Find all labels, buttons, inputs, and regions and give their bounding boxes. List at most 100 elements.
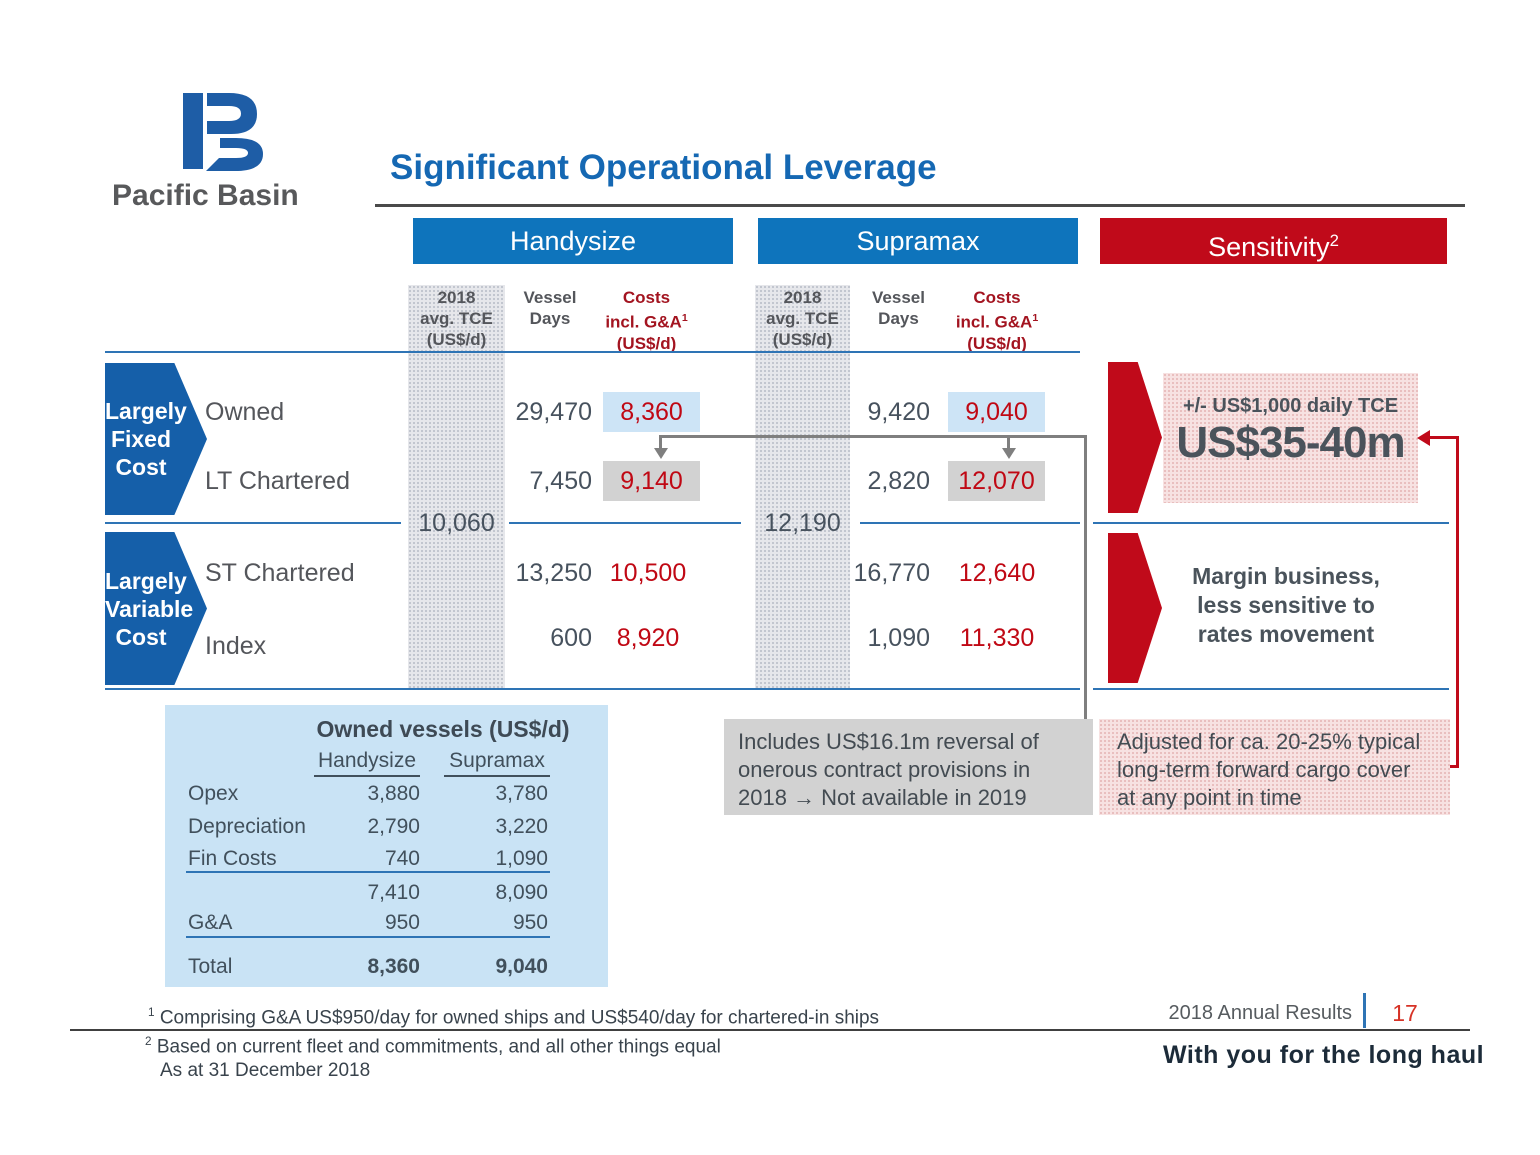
supramax-st-cost: 12,640 — [958, 559, 1036, 587]
note-line: onerous contract provisions in — [738, 757, 1031, 782]
colhead-line: (US$/d) — [616, 333, 677, 353]
footnote-1: 1 Comprising G&A US$950/day for owned sh… — [148, 1006, 880, 1029]
note-line: Adjusted for ca. 20-25% typical — [1117, 729, 1421, 754]
supramax-owned-cost: 9,040 — [948, 392, 1045, 432]
colhead-line: (US$/d) — [426, 330, 487, 349]
connector-gray-stub-2 — [1007, 437, 1010, 449]
ovt-row-value-h: 7,410 — [367, 881, 420, 904]
colhead-line: avg. TCE — [766, 309, 839, 328]
ovt-row-value-s: 8,090 — [495, 881, 548, 904]
colhead-line: Vessel — [872, 288, 925, 307]
colhead-line: Costs — [973, 288, 1021, 307]
chevron-line: Cost — [115, 454, 167, 480]
handysize-index-days: 600 — [550, 624, 592, 652]
connector-gray-vertical — [1084, 435, 1087, 720]
handysize-index-cost: 8,920 — [616, 624, 680, 652]
row-label-st-chartered: ST Chartered — [205, 559, 355, 587]
colhead-line: Days — [529, 309, 571, 328]
supramax-index-days: 1,090 — [867, 624, 930, 652]
colhead-line: avg. TCE — [420, 309, 493, 328]
colhead-line: 2018 — [437, 288, 476, 307]
sensitivity-header-bar: Sensitivity2 — [1100, 218, 1447, 264]
footnote-2: 2 Based on current fleet and commitments… — [145, 1035, 721, 1058]
handysize-lt-days: 7,450 — [529, 467, 592, 495]
handysize-owned-cost: 8,360 — [603, 392, 700, 432]
ovt-row-value-s: 3,220 — [495, 815, 548, 838]
supramax-st-days: 16,770 — [853, 559, 930, 587]
handysize-lt-cost: 9,140 — [603, 461, 700, 501]
ovt-row-label: Fin Costs — [188, 847, 277, 870]
pacific-basin-logo-icon — [183, 93, 263, 171]
header-rule — [105, 351, 1080, 353]
sensitivity-label: Sensitivity — [1208, 232, 1330, 262]
note-line: 2018 → Not available in 2019 — [738, 785, 1027, 810]
bottom-rule-sensitivity — [1093, 688, 1449, 690]
note-line: long-term forward cargo cover — [1117, 757, 1411, 782]
onerous-contract-note: Includes US$16.1m reversal of onerous co… — [724, 719, 1093, 815]
owned-vessels-col-handysize: Handysize — [314, 749, 420, 777]
chevron-line: Largely — [105, 398, 187, 424]
ovt-row-label: Total — [188, 955, 233, 978]
supramax-index-cost: 11,330 — [959, 624, 1035, 652]
row-label-owned: Owned — [205, 398, 285, 426]
ovt-row-value-h: 950 — [384, 911, 420, 934]
handysize-days-colhead: Vessel Days — [510, 287, 590, 329]
margin-line: rates movement — [1197, 621, 1375, 647]
supramax-avg-tce: 12,190 — [764, 509, 841, 537]
supramax-tce-colhead: 2018 avg. TCE (US$/d) — [755, 287, 850, 350]
down-arrow-icon — [1002, 448, 1016, 459]
footer-separator — [70, 1029, 1470, 1031]
connector-gray-horizontal — [659, 435, 1086, 438]
chevron-line: Largely — [105, 567, 187, 594]
ovt-row-value-s: 9,040 — [495, 955, 548, 978]
chevron-line: Variable — [105, 595, 194, 622]
sensitivity-impact-value: US$35-40m — [1176, 418, 1405, 467]
handysize-tce-colhead: 2018 avg. TCE (US$/d) — [408, 287, 505, 350]
ovt-total-rule — [186, 936, 550, 938]
colhead-line: (US$/d) — [772, 330, 833, 349]
note-line: Includes US$16.1m reversal of — [738, 729, 1039, 754]
largely-fixed-cost-chevron: Largely Fixed Cost — [105, 363, 207, 515]
sensitivity-impact-box: +/- US$1,000 daily TCE US$35-40m — [1163, 373, 1418, 503]
margin-line: less sensitive to — [1197, 592, 1375, 618]
mid-rule-a — [105, 522, 401, 524]
presentation-name: 2018 Annual Results — [1168, 1002, 1352, 1024]
colhead-line: incl. G&A1 — [605, 312, 688, 332]
chevron-line: Fixed — [110, 426, 172, 452]
ovt-row-value-h: 8,360 — [367, 955, 420, 978]
connector-gray-stub-1 — [659, 437, 662, 449]
connector-red-vertical — [1456, 436, 1459, 768]
colhead-line: Days — [878, 309, 919, 328]
colhead-line: 2018 — [783, 288, 822, 307]
chevron-line: Cost — [115, 623, 167, 650]
footer-divider — [1363, 993, 1366, 1028]
company-tagline: With you for the long haul — [1163, 1041, 1485, 1069]
supramax-lt-cost: 12,070 — [948, 461, 1045, 501]
ovt-row-value-h: 740 — [384, 847, 420, 870]
sensitivity-superscript: 2 — [1329, 231, 1339, 250]
title-underline — [375, 204, 1465, 207]
ovt-row-value-s: 950 — [512, 911, 548, 934]
supramax-lt-days: 2,820 — [867, 467, 930, 495]
logo-company-name: Pacific Basin — [112, 179, 299, 212]
cargo-cover-note: Adjusted for ca. 20-25% typical long-ter… — [1099, 719, 1450, 815]
left-arrow-icon — [1417, 430, 1430, 446]
row-label-index: Index — [205, 632, 267, 660]
largely-variable-cost-chevron: Largely Variable Cost — [105, 532, 207, 685]
mid-rule-sensitivity — [1093, 522, 1449, 524]
page-title: Significant Operational Leverage — [390, 148, 937, 187]
supramax-costs-colhead: Costs incl. G&A1 (US$/d) — [943, 287, 1051, 354]
colhead-line: Costs — [622, 288, 671, 307]
mid-rule-c — [860, 522, 1080, 524]
supramax-header-bar: Supramax — [758, 218, 1078, 264]
owned-vessels-col-supramax: Supramax — [444, 749, 550, 777]
sensitivity-tce-label: +/- US$1,000 daily TCE — [1182, 395, 1399, 417]
ovt-row-label: Depreciation — [188, 815, 306, 838]
owned-vessels-title: Owned vessels (US$/d) — [316, 716, 570, 742]
handysize-avg-tce: 10,060 — [418, 509, 495, 537]
handysize-owned-days: 29,470 — [515, 398, 592, 426]
handysize-st-days: 13,250 — [515, 559, 592, 587]
colhead-line: incl. G&A1 — [955, 312, 1039, 332]
sensitivity-chevron-1 — [1108, 362, 1162, 513]
colhead-line: (US$/d) — [967, 333, 1027, 353]
